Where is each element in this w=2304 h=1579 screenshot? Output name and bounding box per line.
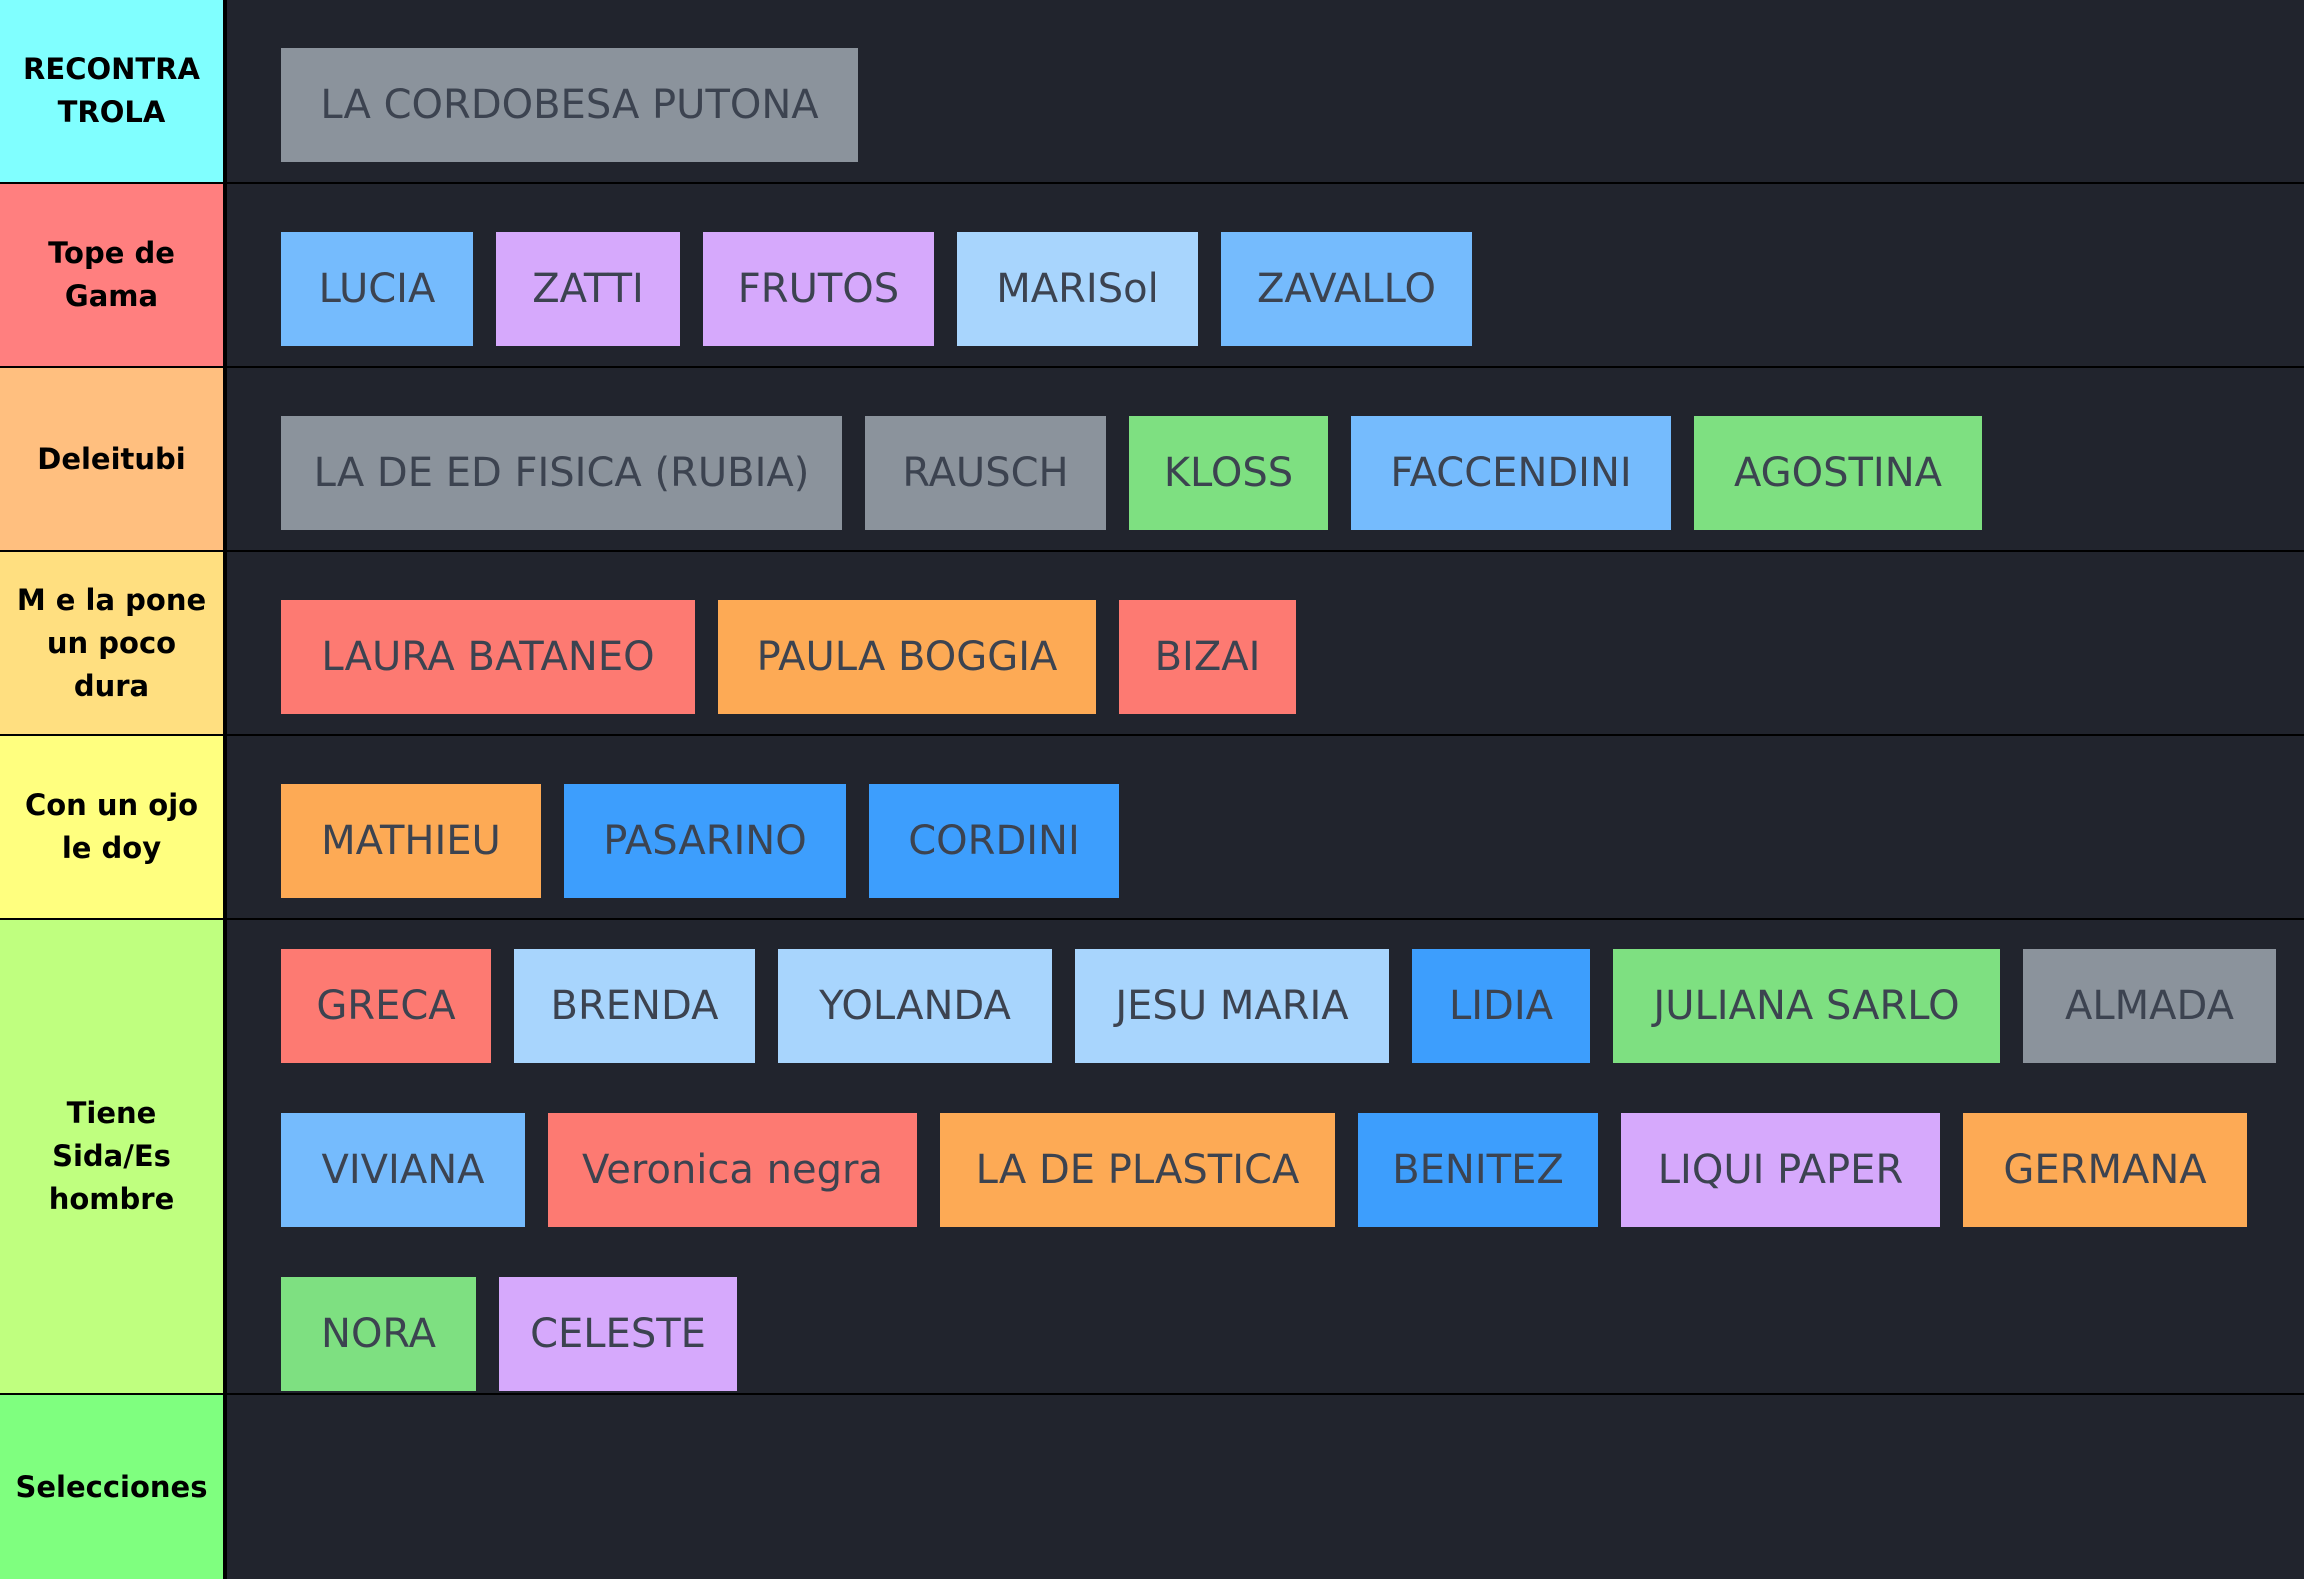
tier-label: Tiene Sida/Es hombre — [0, 920, 223, 1393]
tier-label-text: Tope de Gama — [48, 236, 175, 313]
tier-item-tile[interactable]: LIDIA — [1412, 949, 1590, 1063]
tier-item-tile[interactable]: LUCIA — [281, 232, 473, 346]
tier-item-tile[interactable]: YOLANDA — [778, 949, 1052, 1063]
tier-item-tile[interactable]: MARISol — [957, 232, 1198, 346]
tier-row-con-un-ojo-le-doy: Con un ojo le doy MATHIEU PASARINO CORDINI — [0, 736, 2304, 918]
tier-item-tile[interactable]: ZATTI — [496, 232, 680, 346]
tier-item-tile[interactable]: FACCENDINI — [1351, 416, 1671, 530]
tier-item-tile[interactable]: JESU MARIA — [1075, 949, 1389, 1063]
tier-row-tiene-sida-es-hombre: Tiene Sida/Es hombre GRECA BRENDA YOLANDA JESU… — [0, 920, 2304, 1393]
tier-label: RECONTRA TROLA — [0, 0, 223, 182]
tier-row-deleitubi: Deleitubi LA DE ED FISICA (RUBIA) RAUSCH KL… — [0, 368, 2304, 550]
tier-label-text: Con un ojo le doy — [24, 788, 199, 865]
tier-label: Tope de Gama — [0, 184, 223, 366]
tier-item-tile[interactable]: JULIANA SARLO — [1613, 949, 2000, 1063]
tier-item-tile[interactable]: LA DE ED FISICA (RUBIA) — [281, 416, 842, 530]
tier-item-tile[interactable]: BENITEZ — [1358, 1113, 1598, 1227]
tier-label: Deleitubi — [0, 368, 223, 550]
tier-item-tile[interactable]: GERMANA — [1963, 1113, 2247, 1227]
tier-label-text: Selecciones — [15, 1469, 208, 1504]
tier-item-tile[interactable]: MATHIEU — [281, 784, 541, 898]
tier-item-tile[interactable]: KLOSS — [1129, 416, 1328, 530]
tier-label-text: M e la pone un poco dura — [16, 582, 207, 703]
tier-label: M e la pone un poco dura — [0, 552, 223, 734]
tier-item-tile[interactable]: LAURA BATANEO — [281, 600, 695, 714]
tier-item-tile[interactable]: BIZAI — [1119, 600, 1296, 714]
tier-item-tile[interactable]: AGOSTINA — [1694, 416, 1982, 530]
tier-item-tile[interactable]: Veronica negra — [548, 1113, 917, 1227]
tier-dropzone[interactable] — [227, 1395, 2304, 1579]
tier-item-tile[interactable]: CELESTE — [499, 1277, 737, 1391]
tier-item-tile[interactable]: BRENDA — [514, 949, 755, 1063]
tier-label-text: RECONTRA TROLA — [23, 52, 200, 129]
tier-dropzone[interactable]: LUCIA ZATTI FRUTOS MARISol ZAVALLO — [227, 184, 2304, 366]
tier-item-tile[interactable]: LA DE PLASTICA — [940, 1113, 1335, 1227]
tier-dropzone[interactable]: LA DE ED FISICA (RUBIA) RAUSCH KLOSS FACCEN… — [227, 368, 2304, 550]
tier-label: Con un ojo le doy — [0, 736, 223, 918]
tier-row-selecciones: Selecciones — [0, 1395, 2304, 1579]
tier-dropzone[interactable]: LAURA BATANEO PAULA BOGGIA BIZAI — [227, 552, 2304, 734]
tier-dropzone[interactable]: LA CORDOBESA PUTONA — [227, 0, 2304, 182]
tier-item-tile[interactable]: VIVIANA — [281, 1113, 525, 1227]
tier-item-tile[interactable]: GRECA — [281, 949, 491, 1063]
tier-row-tope-de-gama: Tope de Gama LUCIA ZATTI FRUTOS MARISol ZAVALL… — [0, 184, 2304, 366]
tier-label: Selecciones — [0, 1395, 223, 1579]
tier-item-tile[interactable]: RAUSCH — [865, 416, 1106, 530]
tier-item-tile[interactable]: ALMADA — [2023, 949, 2276, 1063]
tier-item-tile[interactable]: LA CORDOBESA PUTONA — [281, 48, 858, 162]
tier-row-m-e-la-pone-un-poco-dura: M e la pone un poco dura LAURA BATANEO PAULA… — [0, 552, 2304, 734]
tier-item-tile[interactable]: ZAVALLO — [1221, 232, 1472, 346]
tier-item-tile[interactable]: NORA — [281, 1277, 476, 1391]
tier-item-tile[interactable]: PAULA BOGGIA — [718, 600, 1096, 714]
tier-item-tile[interactable]: LIQUI PAPER — [1621, 1113, 1940, 1227]
tier-row-recontra-trola: RECONTRA TROLA LA CORDOBESA PUTONA — [0, 0, 2304, 182]
tier-dropzone[interactable]: GRECA BRENDA YOLANDA JESU MARIA LIDIA JULIANA… — [227, 920, 2304, 1393]
tier-item-tile[interactable]: PASARINO — [564, 784, 846, 898]
tier-item-tile[interactable]: CORDINI — [869, 784, 1119, 898]
tier-label-text: Deleitubi — [37, 441, 186, 476]
tier-item-tile[interactable]: FRUTOS — [703, 232, 934, 346]
tier-label-text: Tiene Sida/Es hombre — [48, 1096, 175, 1216]
tier-dropzone[interactable]: MATHIEU PASARINO CORDINI — [227, 736, 2304, 918]
